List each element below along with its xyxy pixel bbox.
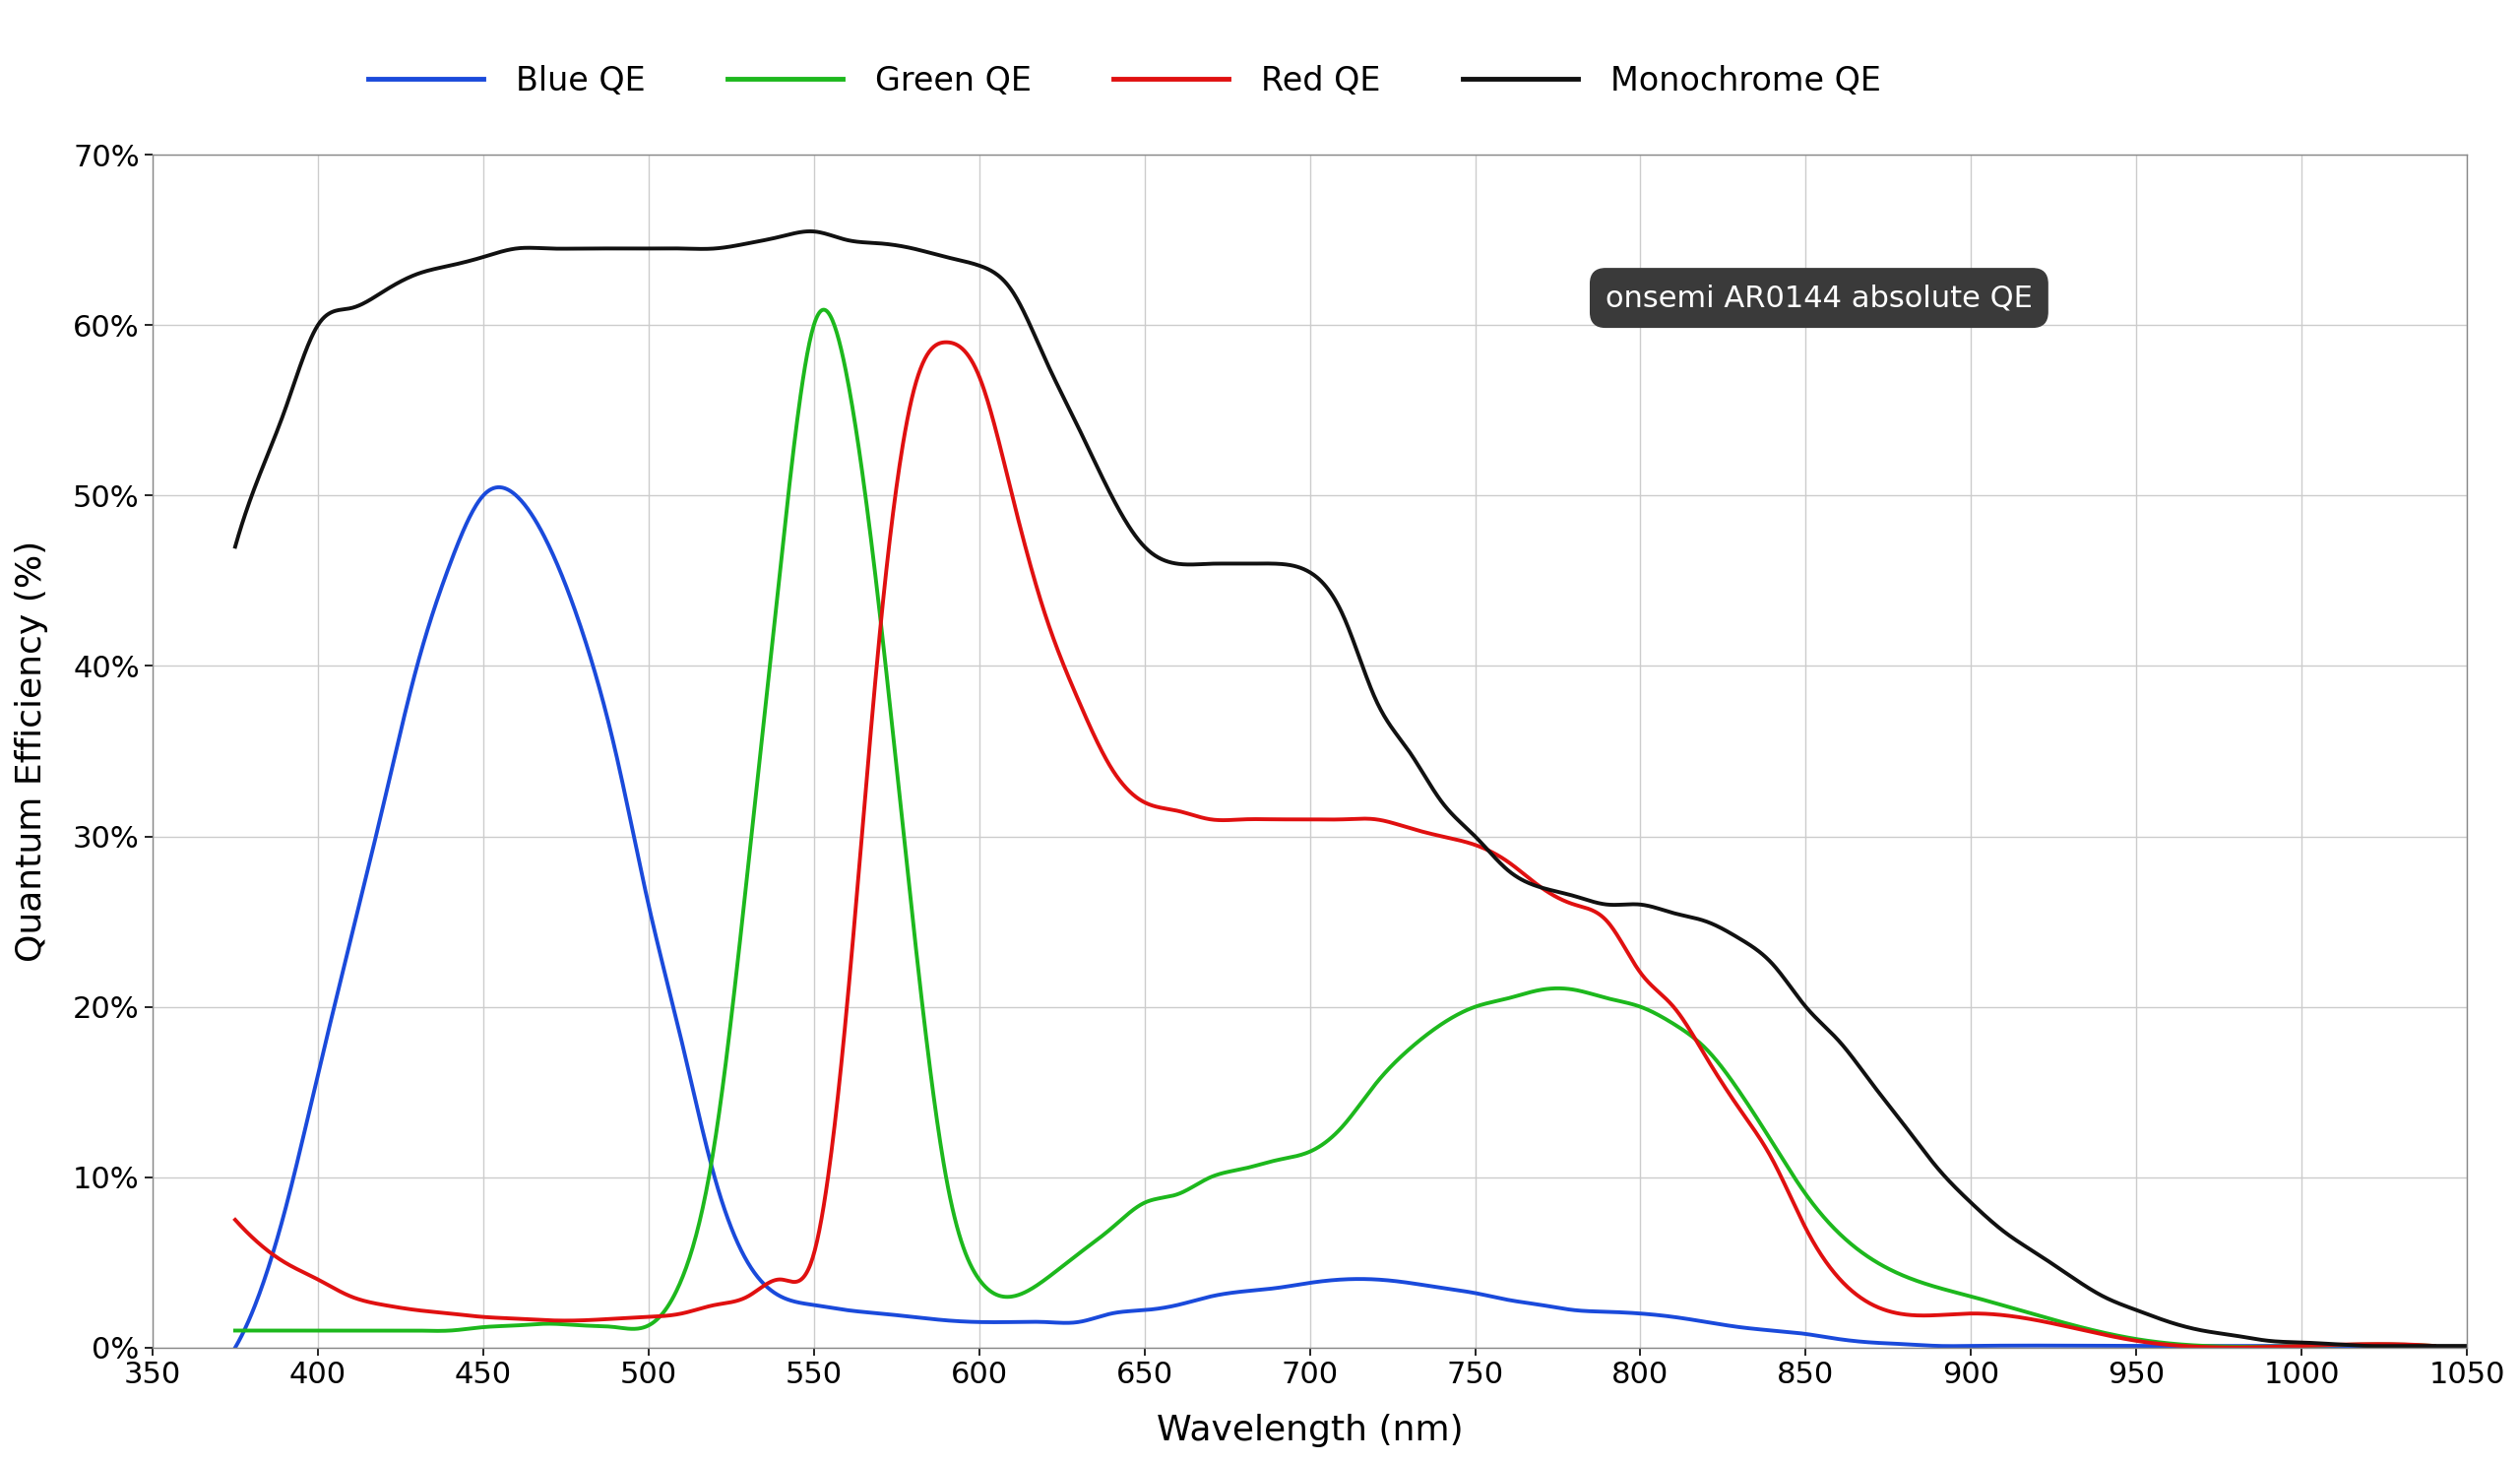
Y-axis label: Quantum Efficiency (%): Quantum Efficiency (%): [15, 541, 48, 962]
Legend: Blue QE, Green QE, Red QE, Monochrome QE: Blue QE, Green QE, Red QE, Monochrome QE: [355, 53, 1895, 111]
Text: onsemi AR0144 absolute QE: onsemi AR0144 absolute QE: [1605, 284, 2034, 313]
X-axis label: Wavelength (nm): Wavelength (nm): [1157, 1414, 1464, 1447]
